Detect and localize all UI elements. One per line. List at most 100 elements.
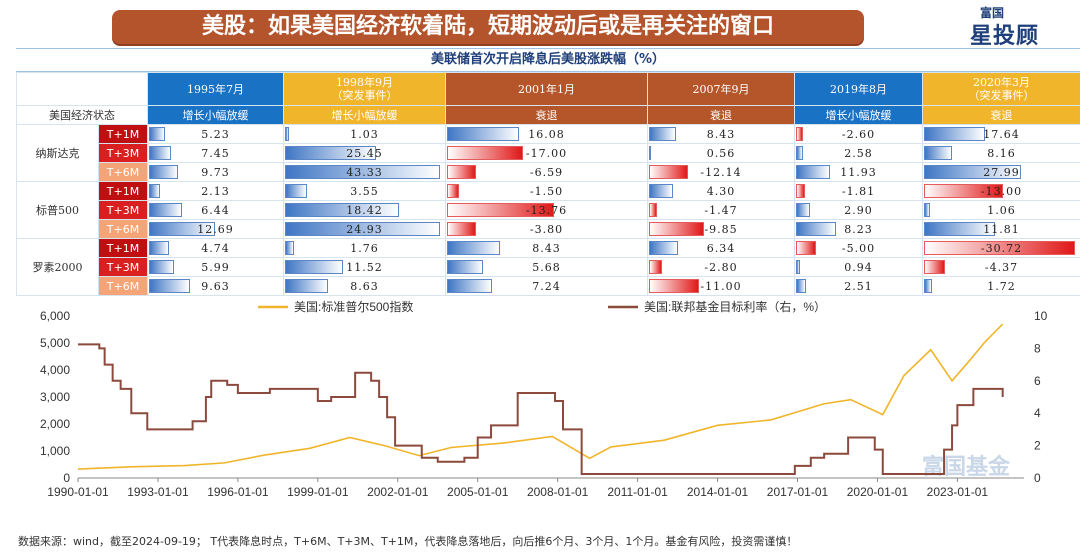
return-cell: 2.58 [794, 143, 923, 163]
return-value: 6.34 [706, 241, 736, 255]
return-bar [796, 241, 816, 255]
return-bar [447, 260, 483, 274]
return-cell: -17.00 [445, 143, 648, 163]
return-bar [649, 184, 674, 198]
return-cell: 1.03 [283, 124, 446, 144]
table-row: 标普500 T+1M 2.13 3.55 -1.50 4.30 -1.81 -13.00 [16, 181, 1080, 239]
return-cell: 11.81 [922, 219, 1080, 239]
horizon-label: T+6M [98, 219, 148, 239]
y-right-tick: 8 [1034, 341, 1041, 355]
return-value: 2.90 [844, 203, 873, 217]
y-right-tick: 0 [1034, 471, 1041, 485]
return-cell: -11.00 [647, 276, 795, 296]
logo: 富国 星投顾 [968, 4, 1068, 50]
return-cell: 11.93 [794, 162, 923, 182]
return-bar [149, 260, 175, 274]
return-value: 1.06 [987, 203, 1016, 217]
return-cell: 9.63 [147, 276, 284, 296]
event-header-row: 1995年7月 1998年9月 （突发事件） 2001年1月 2007年9月 2019年8… [16, 72, 1080, 106]
table-row: T+3M 6.44 18.42 -13.76 -1.47 2.90 1.06 [17, 200, 1080, 220]
return-value: 11.52 [346, 260, 383, 274]
return-bar [649, 279, 700, 293]
return-bar [149, 203, 183, 217]
return-bar [447, 222, 477, 236]
return-value: 1.03 [350, 127, 379, 141]
return-bar [924, 127, 986, 141]
x-tick-label: 2023-01-01 [927, 485, 989, 499]
return-cell: 0.94 [794, 257, 923, 277]
index-name: 标普500 [16, 181, 99, 239]
return-value: 0.94 [844, 260, 873, 274]
return-bar [285, 260, 343, 274]
event-date-2: 2001年1月 [445, 72, 648, 106]
x-tick-label: 2005-01-01 [447, 485, 509, 499]
return-bar [924, 260, 946, 274]
return-bar [149, 146, 172, 160]
event-status-3: 衰退 [647, 105, 795, 125]
return-cell: 12.69 [147, 219, 284, 239]
return-value: 11.93 [840, 165, 877, 179]
return-value: 2.51 [844, 279, 873, 293]
return-value: 16.08 [528, 127, 565, 141]
return-cell: 11.52 [283, 257, 446, 277]
return-value: 7.24 [532, 279, 561, 293]
horizon-label: T+6M [98, 162, 148, 182]
return-value: 8.23 [844, 222, 873, 236]
return-cell: 8.43 [445, 238, 648, 258]
return-bar [649, 146, 651, 160]
return-bar [796, 127, 804, 141]
return-cell: 8.23 [794, 219, 923, 239]
return-bar [285, 165, 440, 179]
return-value: -12.14 [700, 165, 742, 179]
return-bar [149, 165, 179, 179]
horizon-label: T+1M [98, 238, 148, 258]
return-value: 12.69 [197, 222, 234, 236]
event-status-5: 衰退 [922, 105, 1080, 125]
y-left-tick: 0 [63, 471, 70, 485]
legend-label: 美国:标准普尔500指数 [294, 299, 413, 314]
table-title: 美联储首次开启降息后美股涨跌幅（%） [16, 48, 1080, 72]
x-tick-label: 1993-01-01 [127, 485, 189, 499]
return-bar [149, 184, 161, 198]
return-value: -11.00 [700, 279, 742, 293]
table-row: T+6M 9.73 43.33 -6.59 -12.14 11.93 27.99 [17, 162, 1080, 182]
return-bar [924, 222, 996, 236]
y-right-tick: 2 [1034, 439, 1041, 453]
x-tick-label: 2008-01-01 [527, 485, 589, 499]
performance-table: 1995年7月 1998年9月 （突发事件） 2001年1月 2007年9月 2019年8… [16, 72, 1080, 296]
table-row: T+6M 9.63 8.63 7.24 -11.00 2.51 1.72 [17, 276, 1080, 296]
event-status-4: 增长小幅放缓 [794, 105, 923, 125]
return-value: 9.63 [201, 279, 230, 293]
return-value: 0.56 [706, 146, 736, 160]
return-cell: 1.06 [922, 200, 1080, 220]
return-cell: -3.80 [445, 219, 648, 239]
return-bar [924, 279, 933, 293]
return-cell: -12.14 [647, 162, 795, 182]
return-cell: 2.90 [794, 200, 923, 220]
return-value: 43.33 [346, 165, 383, 179]
return-bar [924, 184, 1003, 198]
return-cell: -5.00 [794, 238, 923, 258]
return-cell: -13.00 [922, 181, 1080, 201]
return-value: 8.43 [532, 241, 561, 255]
return-cell: 6.44 [147, 200, 284, 220]
x-tick-label: 2002-01-01 [367, 485, 429, 499]
return-value: 7.45 [201, 146, 230, 160]
horizon-label: T+3M [98, 257, 148, 277]
return-cell: 2.13 [147, 181, 284, 201]
return-cell: -2.60 [794, 124, 923, 144]
return-cell: 6.34 [647, 238, 795, 258]
y-right-tick: 6 [1034, 374, 1041, 388]
return-bar [796, 165, 830, 179]
return-bar [924, 203, 931, 217]
return-cell: 2.51 [794, 276, 923, 296]
return-value: 25.45 [346, 146, 383, 160]
return-cell: 18.42 [283, 200, 446, 220]
x-tick-label: 2011-01-01 [607, 485, 668, 499]
return-bar [447, 165, 477, 179]
return-value: 17.64 [983, 127, 1020, 141]
return-bar [285, 127, 289, 141]
return-value: -9.85 [704, 222, 738, 236]
logo-line1: 富国 [980, 6, 1005, 20]
x-tick-label: 1990-01-01 [47, 485, 109, 499]
